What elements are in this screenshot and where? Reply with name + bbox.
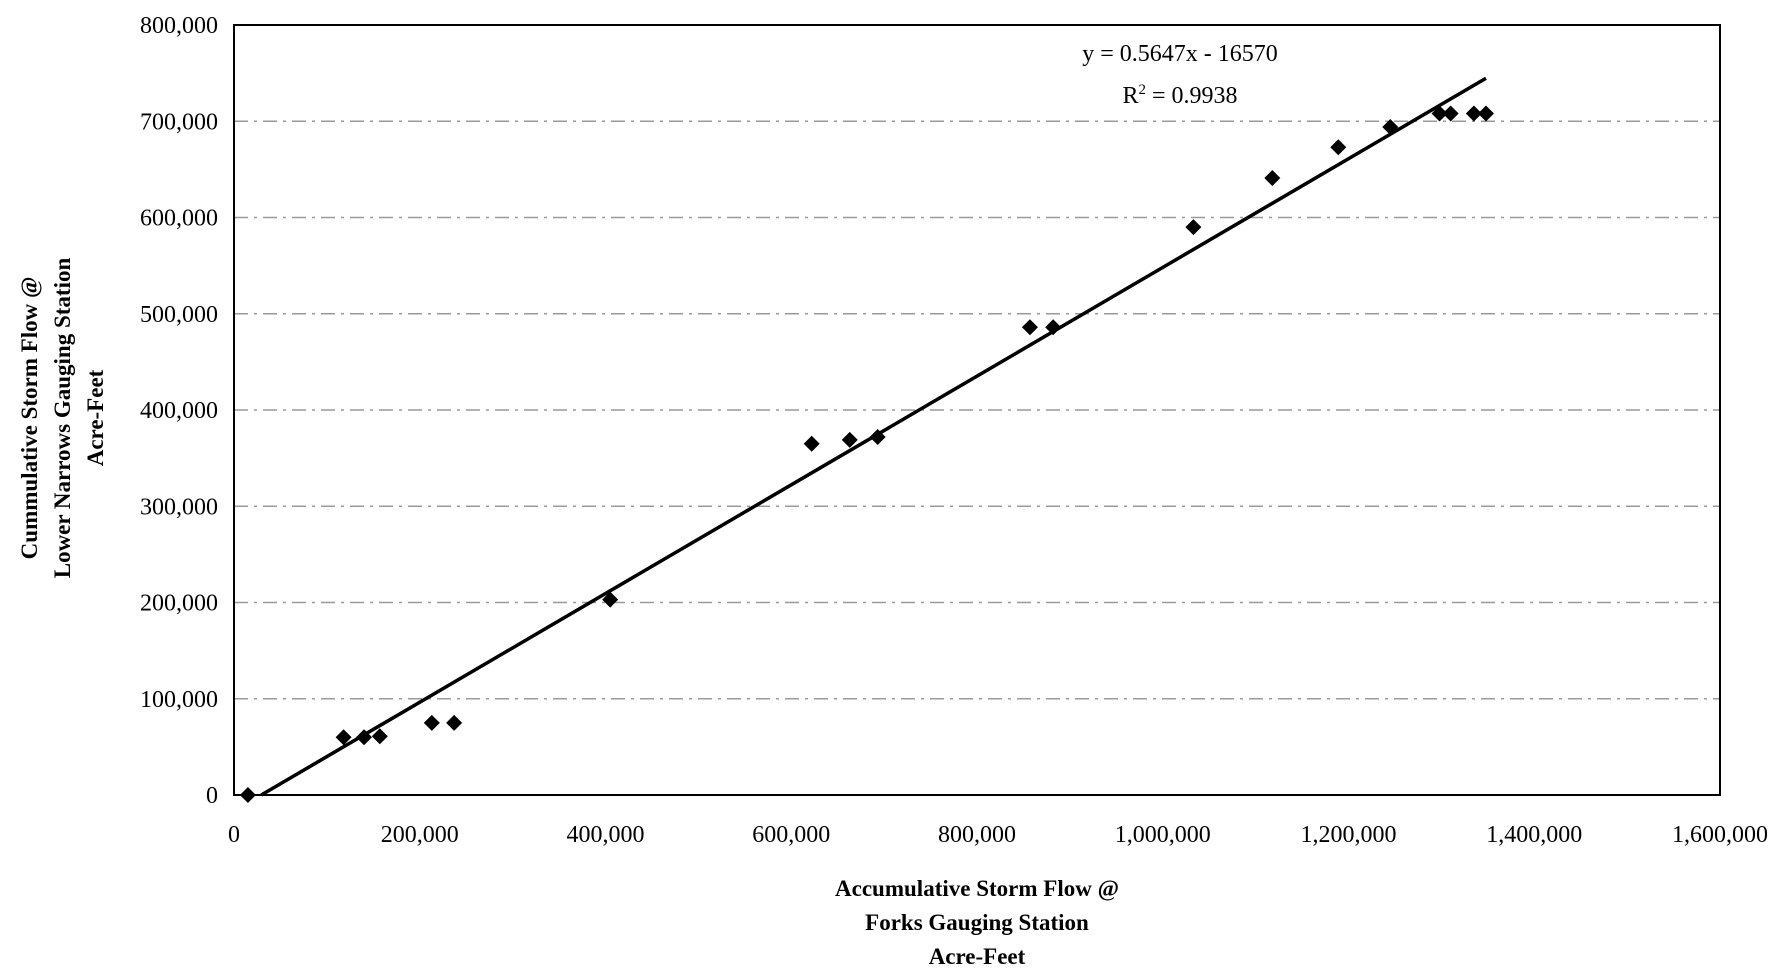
data-point-7 <box>803 435 820 452</box>
x-tick-label-8: 1,600,000 <box>1672 822 1768 848</box>
x-axis-title-line-2: Forks Gauging Station <box>865 910 1089 935</box>
data-point-3 <box>371 728 388 745</box>
data-point-13 <box>1264 170 1281 187</box>
data-points <box>239 105 1494 803</box>
data-point-19 <box>1477 105 1494 122</box>
x-tick-label-4: 800,000 <box>938 822 1016 848</box>
y-tick-label-2: 200,000 <box>140 591 218 617</box>
r-squared-label: R2 = 0.9938 <box>1122 82 1237 109</box>
y-axis-title-line-2: Lower Narrows Gauging Station <box>50 258 75 579</box>
x-tick-label-0: 0 <box>228 822 240 848</box>
y-tick-label-6: 600,000 <box>140 206 218 232</box>
r-squared-symbol: R <box>1122 83 1138 109</box>
y-tick-label-5: 500,000 <box>140 302 218 328</box>
data-point-16 <box>1431 105 1448 122</box>
x-tick-label-3: 600,000 <box>752 822 830 848</box>
trendline-equation: y = 0.5647x - 16570 <box>1082 41 1278 67</box>
y-axis-tick-labels: 0 100,000 200,000 300,000 400,000 500,000 600,… <box>140 13 218 809</box>
y-tick-label-3: 300,000 <box>140 494 218 520</box>
y-tick-label-1: 100,000 <box>140 687 218 713</box>
y-tick-label-4: 400,000 <box>140 398 218 424</box>
data-point-8 <box>841 431 858 448</box>
data-point-0 <box>239 787 256 803</box>
data-point-15 <box>1382 119 1399 136</box>
data-point-1 <box>335 729 352 746</box>
data-point-10 <box>1021 319 1038 336</box>
x-tick-label-7: 1,400,000 <box>1486 822 1582 848</box>
plot-area-frame <box>233 24 1721 796</box>
data-point-9 <box>869 428 886 445</box>
x-axis-tick-labels: 0 200,000 400,000 600,000 800,000 1,000,000 1,… <box>228 822 1768 848</box>
x-tick-label-6: 1,200,000 <box>1301 822 1397 848</box>
x-axis-title-line-1: Accumulative Storm Flow @ <box>835 876 1119 902</box>
data-point-2 <box>356 729 373 746</box>
r-squared-value: = 0.9938 <box>1146 83 1238 109</box>
r-squared-exponent: 2 <box>1138 82 1146 98</box>
x-axis-title-line-3: Acre-Feet <box>929 944 1026 969</box>
y-tick-label-0: 0 <box>206 783 218 809</box>
data-point-4 <box>423 714 440 731</box>
data-point-17 <box>1442 105 1459 122</box>
y-axis-title-line-1: Cummulative Storm Flow @ <box>17 277 43 560</box>
data-point-18 <box>1465 105 1482 122</box>
y-tick-label-8: 800,000 <box>140 13 218 39</box>
x-tick-label-1: 200,000 <box>381 822 459 848</box>
data-point-6 <box>602 591 619 608</box>
data-point-11 <box>1045 319 1062 336</box>
gridlines <box>234 120 1720 700</box>
x-tick-label-2: 400,000 <box>567 822 645 848</box>
y-axis-title-line-3: Acre-Feet <box>83 369 108 466</box>
y-tick-label-7: 700,000 <box>140 109 218 135</box>
x-tick-label-5: 1,000,000 <box>1115 822 1211 848</box>
data-point-12 <box>1185 219 1202 236</box>
data-point-14 <box>1330 139 1347 156</box>
data-point-5 <box>446 714 463 731</box>
